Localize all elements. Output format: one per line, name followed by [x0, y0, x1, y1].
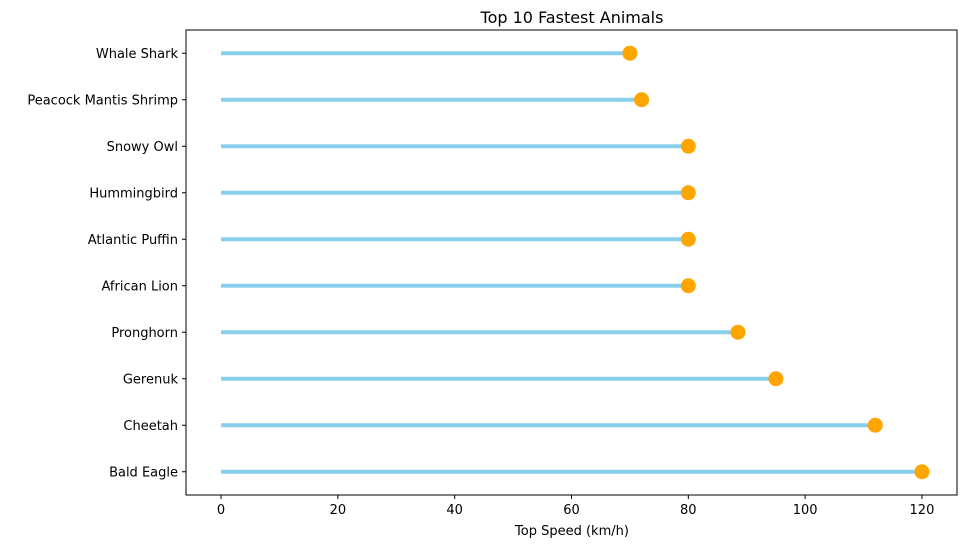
y-tick-label: African Lion: [102, 279, 179, 294]
lollipop-marker: [680, 138, 696, 154]
lollipop-marker: [622, 45, 638, 61]
y-tick-label: Gerenuk: [123, 372, 179, 387]
x-tick-label: 20: [330, 503, 347, 518]
x-tick-label: 0: [217, 503, 225, 518]
x-tick-label: 60: [563, 503, 580, 518]
y-tick-label: Pronghorn: [111, 326, 178, 341]
x-tick-label: 40: [446, 503, 463, 518]
lollipop-marker: [680, 231, 696, 247]
lollipop-marker: [867, 417, 883, 433]
x-axis-label: Top Speed (km/h): [514, 524, 629, 539]
y-tick-label: Whale Shark: [96, 47, 179, 62]
plot-area: 0 20 40 60 80 100 120 Bald Eagle Cheetah Gerenuk P…: [27, 29, 958, 518]
lollipop-marker: [914, 464, 930, 480]
x-tick-label: 80: [680, 503, 697, 518]
y-tick-label: Cheetah: [123, 419, 178, 434]
y-tick-label: Atlantic Puffin: [88, 233, 178, 248]
lollipop-marker: [634, 92, 650, 108]
y-tick-label: Hummingbird: [89, 186, 178, 201]
y-tick-label: Peacock Mantis Shrimp: [27, 93, 178, 108]
x-tick-label: 120: [910, 503, 935, 518]
x-tick-label: 100: [793, 503, 818, 518]
chart-title: Top 10 Fastest Animals: [480, 8, 664, 27]
lollipop-marker: [680, 278, 696, 294]
lollipop-marker: [730, 324, 746, 340]
lollipop-marker: [680, 185, 696, 201]
y-tick-label: Snowy Owl: [107, 140, 178, 155]
y-tick-label: Bald Eagle: [109, 465, 178, 480]
lollipop-marker: [768, 371, 784, 387]
